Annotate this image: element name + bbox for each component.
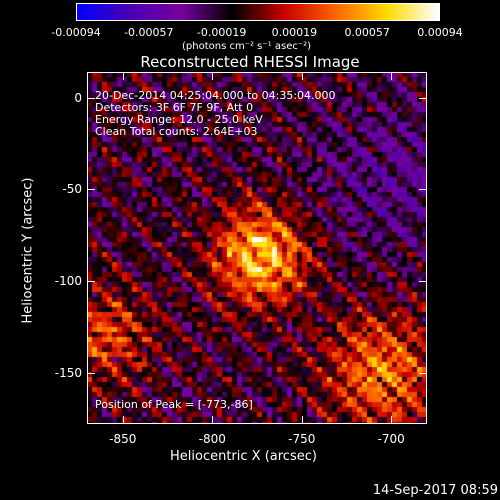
colorbar-tick-label: 0.00019 xyxy=(271,26,318,39)
colorbar-tick-label: 0.00057 xyxy=(344,26,390,39)
x-tick-mark xyxy=(301,416,303,424)
y-tick-mark xyxy=(87,372,95,374)
x-tick-mark xyxy=(122,416,124,424)
x-tick-mark xyxy=(212,72,214,80)
y-tick-mark xyxy=(87,97,95,99)
x-tick-mark xyxy=(301,72,303,80)
x-tick-label: -700 xyxy=(377,432,405,446)
chart-title: Reconstructed RHESSI Image xyxy=(140,53,360,71)
x-tick-mark xyxy=(212,416,214,424)
y-tick-mark xyxy=(87,189,95,191)
heatmap-image xyxy=(87,72,427,424)
annotation-clean-counts: Clean Total counts: 2.64E+03 xyxy=(95,125,258,138)
colorbar-units-label: (photons cm⁻² s⁻¹ asec⁻²) xyxy=(182,41,312,52)
colorbar-tick-label: -0.00019 xyxy=(196,26,247,39)
y-tick-mark xyxy=(87,281,95,282)
colorbar-tick-label: 0.00094 xyxy=(417,26,463,39)
y-tick-mark xyxy=(419,97,427,99)
x-tick-label: -750 xyxy=(288,432,316,446)
footer-timestamp: 14-Sep-2017 08:59 xyxy=(372,483,498,498)
annotation-time-range: 20-Dec-2014 04:25:04.000 to 04:35:04.000 xyxy=(95,89,336,102)
y-tick-label: 0 xyxy=(74,90,82,105)
annotation-peak-position: Position of Peak = [-773,-86] xyxy=(95,398,253,411)
y-tick-mark xyxy=(419,372,427,374)
annotation-detectors: Detectors: 3F 6F 7F 9F, Att 0 xyxy=(95,101,254,114)
annotation-energy-range: Energy Range: 12.0 - 25.0 keV xyxy=(95,113,263,126)
x-tick-label: -850 xyxy=(109,432,137,446)
y-tick-mark xyxy=(419,189,427,191)
y-tick-mark xyxy=(419,281,427,282)
y-axis-label: Heliocentric Y (arcsec) xyxy=(20,177,36,324)
y-tick-label: -100 xyxy=(54,274,82,288)
plot-frame xyxy=(87,72,427,424)
colorbar-tick-label: -0.00057 xyxy=(124,26,174,39)
y-tick-label: -150 xyxy=(54,365,82,380)
colorbar-tick-label: -0.00094 xyxy=(51,26,101,39)
colorbar-gradient xyxy=(76,3,440,21)
x-tick-label: -800 xyxy=(198,432,226,446)
x-tick-mark xyxy=(122,72,124,80)
y-tick-label: -50 xyxy=(62,182,82,197)
x-tick-mark xyxy=(391,416,393,424)
x-axis-label: Heliocentric X (arcsec) xyxy=(170,449,317,464)
x-tick-mark xyxy=(391,72,393,80)
